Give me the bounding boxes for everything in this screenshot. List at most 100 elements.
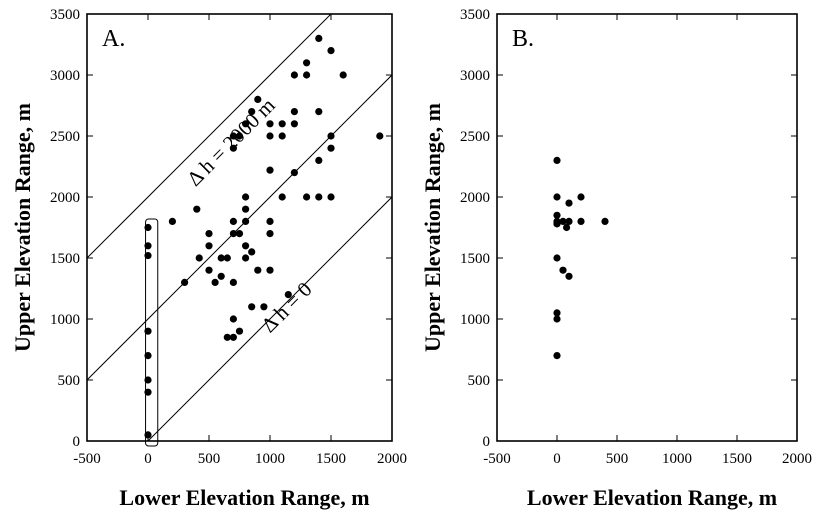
data-point [144, 431, 152, 439]
data-point [303, 71, 311, 79]
x-tick-label: 500 [198, 451, 221, 467]
data-point [266, 132, 274, 140]
data-point [229, 132, 237, 140]
y-tick-label: 3000 [50, 68, 80, 84]
data-point [563, 223, 571, 232]
data-point [229, 144, 237, 152]
x-tick-label: 1000 [255, 451, 285, 467]
data-point [327, 132, 335, 140]
x-tick-label: 1500 [316, 451, 346, 467]
data-point [266, 166, 274, 174]
data-point [565, 217, 573, 225]
y-tick-label: 2500 [460, 129, 490, 145]
panel-a: -500 0 500 1000 1500 200005001000150020002500… [10, 7, 407, 510]
data-point [229, 278, 237, 286]
data-point [553, 211, 561, 219]
x-tick-label: -500 [483, 451, 511, 467]
data-point [229, 230, 237, 238]
data-point [327, 193, 335, 201]
data-point [144, 352, 152, 360]
x-axis-label: Lower Elevation Range, m [119, 485, 369, 510]
y-axis-label: Upper Elevation Range, m [420, 103, 445, 352]
data-point [229, 333, 237, 341]
data-point [144, 327, 152, 335]
data-point [235, 230, 244, 238]
reference-line-0 [147, 196, 392, 441]
data-point [144, 242, 152, 250]
data-point [248, 248, 256, 256]
data-point [303, 193, 311, 201]
data-point [144, 376, 152, 384]
data-point [242, 254, 250, 262]
data-point [553, 315, 561, 323]
x-tick-label: 1000 [662, 451, 692, 467]
data-point [223, 254, 231, 262]
y-tick-label: 500 [58, 373, 81, 389]
data-point [278, 120, 286, 128]
data-point [577, 217, 585, 225]
data-point [248, 303, 256, 311]
data-point [327, 47, 335, 55]
x-tick-label: 0 [553, 451, 561, 467]
x-tick-label: -500 [73, 451, 101, 467]
x-tick-label: 0 [144, 451, 152, 467]
data-point [577, 193, 585, 201]
data-point [144, 251, 152, 260]
data-point [242, 242, 250, 250]
data-point [553, 193, 561, 201]
data-point [195, 254, 203, 262]
data-point [339, 71, 347, 79]
data-point [181, 278, 189, 286]
data-point [565, 272, 573, 280]
reference-line-2000 [87, 14, 332, 259]
data-point [284, 291, 292, 299]
data-point [601, 217, 609, 225]
data-point [315, 193, 323, 201]
y-tick-label: 2500 [50, 129, 80, 145]
y-tick-label: 1000 [50, 312, 80, 328]
data-point [290, 108, 298, 116]
data-point [266, 230, 274, 238]
y-tick-label: 3000 [460, 68, 490, 84]
data-point [260, 303, 268, 311]
panel-label: B. [512, 26, 534, 52]
data-point [235, 327, 244, 335]
data-point [242, 205, 250, 213]
data-point [278, 132, 286, 140]
data-point [242, 217, 250, 225]
data-point [254, 95, 262, 103]
data-point [217, 254, 225, 262]
y-tick-label: 3500 [50, 7, 80, 23]
data-point [211, 278, 219, 286]
data-point [205, 266, 213, 274]
y-axis-label: Upper Elevation Range, m [10, 103, 35, 352]
data-point [565, 199, 573, 207]
y-tick-label: 2000 [50, 190, 80, 206]
data-point [217, 272, 225, 280]
data-point [242, 193, 250, 201]
data-point [229, 315, 237, 323]
data-point [266, 217, 274, 225]
data-point [248, 108, 256, 116]
panel-label: A. [102, 26, 125, 52]
data-point [303, 59, 311, 67]
data-point [144, 223, 152, 232]
x-tick-label: 1500 [722, 451, 752, 467]
data-point [553, 156, 561, 164]
data-point [315, 156, 323, 164]
data-point [553, 309, 561, 317]
data-point [266, 266, 274, 274]
panel-b: -500 0 500 1000 1500 200005001000150020002500… [420, 7, 812, 510]
data-point [559, 266, 567, 274]
data-point [559, 217, 567, 225]
y-tick-label: 2000 [460, 190, 490, 206]
data-point [278, 193, 286, 201]
x-tick-label: 2000 [377, 451, 407, 467]
data-point [266, 120, 274, 128]
data-point [205, 242, 213, 250]
data-point [553, 220, 561, 228]
data-point [553, 352, 561, 360]
data-point [290, 120, 298, 128]
data-point [193, 205, 201, 213]
